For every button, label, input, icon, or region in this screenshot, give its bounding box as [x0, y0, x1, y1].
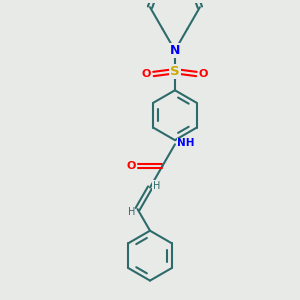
- Text: N: N: [170, 44, 180, 57]
- Text: H: H: [128, 207, 135, 217]
- Text: S: S: [170, 65, 180, 78]
- Text: NH: NH: [177, 138, 195, 148]
- Text: O: O: [199, 69, 208, 79]
- Text: O: O: [142, 69, 151, 79]
- Text: O: O: [127, 161, 136, 171]
- Text: H: H: [152, 181, 160, 191]
